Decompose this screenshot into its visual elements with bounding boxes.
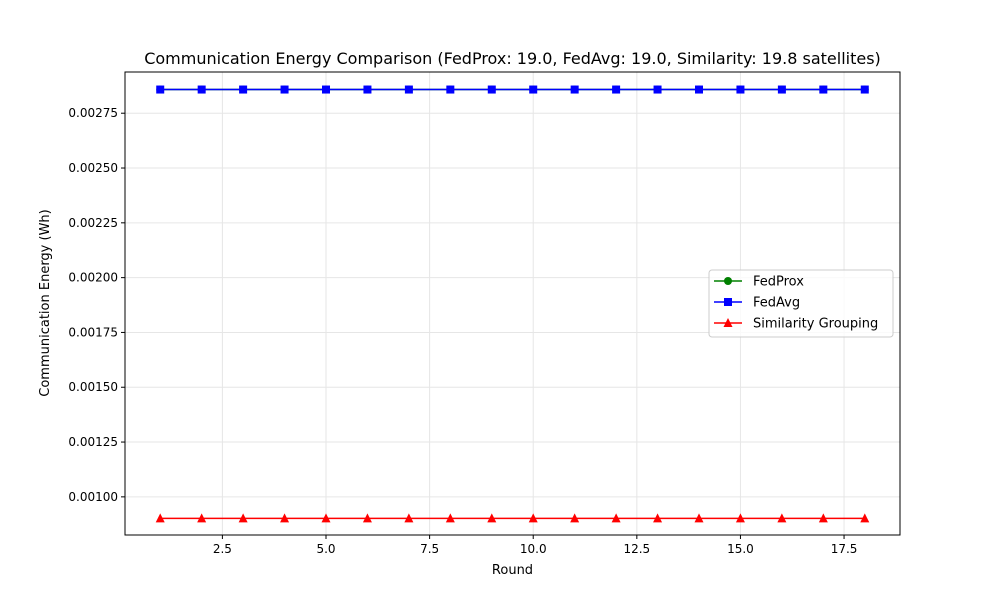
data-point-similarity-grouping bbox=[404, 513, 414, 523]
data-point-similarity-grouping bbox=[528, 513, 538, 523]
data-point-similarity-grouping bbox=[445, 513, 455, 523]
legend-label-fedavg: FedAvg bbox=[753, 296, 800, 311]
data-point-similarity-grouping bbox=[570, 513, 580, 523]
data-point-similarity-grouping bbox=[155, 513, 165, 523]
data-point-similarity-grouping bbox=[818, 513, 828, 523]
data-point-fedavg bbox=[694, 85, 703, 94]
x-tick-label: 5.0 bbox=[316, 542, 335, 556]
data-point-fedavg bbox=[446, 85, 455, 94]
series-group bbox=[155, 85, 870, 523]
data-point-similarity-grouping bbox=[362, 513, 372, 523]
y-tick-label: 0.00175 bbox=[68, 325, 118, 339]
legend-label-similarity-grouping: Similarity Grouping bbox=[753, 317, 878, 332]
data-point-similarity-grouping bbox=[777, 513, 787, 523]
series-fedavg bbox=[156, 85, 869, 94]
x-tick-label: 7.5 bbox=[420, 542, 439, 556]
plot-frame bbox=[124, 71, 901, 536]
x-tick-label: 10.0 bbox=[520, 542, 547, 556]
y-tick-label: 0.00125 bbox=[68, 435, 118, 449]
legend-marker-similarity-grouping bbox=[723, 318, 733, 327]
y-tick-label: 0.00150 bbox=[68, 380, 118, 394]
data-point-fedavg bbox=[197, 85, 206, 94]
data-point-fedavg bbox=[736, 85, 745, 94]
data-point-similarity-grouping bbox=[611, 513, 621, 523]
data-point-similarity-grouping bbox=[197, 513, 207, 523]
data-point-fedavg bbox=[404, 85, 413, 94]
y-tick-label: 0.00200 bbox=[68, 271, 118, 285]
data-point-fedavg bbox=[487, 85, 496, 94]
chart-title: Communication Energy Comparison (FedProx… bbox=[144, 49, 881, 68]
data-point-fedavg bbox=[322, 85, 331, 94]
y-tick-label: 0.00250 bbox=[68, 161, 118, 175]
data-point-similarity-grouping bbox=[860, 513, 870, 523]
y-tick-label: 0.00100 bbox=[68, 490, 118, 504]
data-point-similarity-grouping bbox=[321, 513, 331, 523]
data-point-similarity-grouping bbox=[653, 513, 663, 523]
data-point-fedavg bbox=[280, 85, 289, 94]
legend-marker-fedavg bbox=[724, 298, 732, 306]
data-point-fedavg bbox=[653, 85, 662, 94]
data-point-fedavg bbox=[363, 85, 372, 94]
y-axis-title: Communication Energy (Wh) bbox=[38, 209, 53, 396]
data-point-fedavg bbox=[529, 85, 538, 94]
legend-marker-fedprox bbox=[724, 277, 732, 285]
axis-ticks: 2.5 5.0 7.5 10.0 12.5 15.0 17.5 0.00100 0.00125 0… bbox=[68, 106, 857, 556]
x-tick-label: 2.5 bbox=[213, 542, 232, 556]
data-point-fedavg bbox=[570, 85, 579, 94]
series-similarity-grouping bbox=[155, 513, 870, 523]
legend-label-fedprox: FedProx bbox=[753, 275, 804, 290]
data-point-similarity-grouping bbox=[280, 513, 290, 523]
data-point-similarity-grouping bbox=[735, 513, 745, 523]
data-point-fedavg bbox=[860, 85, 869, 94]
data-point-fedavg bbox=[156, 85, 165, 94]
x-tick-label: 15.0 bbox=[727, 542, 754, 556]
x-tick-label: 17.5 bbox=[831, 542, 858, 556]
data-point-fedavg bbox=[239, 85, 248, 94]
data-point-fedavg bbox=[819, 85, 828, 94]
data-point-fedavg bbox=[612, 85, 621, 94]
y-tick-label: 0.00225 bbox=[68, 216, 118, 230]
data-point-similarity-grouping bbox=[694, 513, 704, 523]
data-point-similarity-grouping bbox=[238, 513, 248, 523]
data-point-fedavg bbox=[777, 85, 786, 94]
y-tick-label: 0.00275 bbox=[68, 106, 118, 120]
legend-box bbox=[708, 269, 894, 338]
legend: FedProx FedAvg Similarity Grouping bbox=[708, 269, 894, 338]
x-tick-label: 12.5 bbox=[623, 542, 650, 556]
data-point-similarity-grouping bbox=[487, 513, 497, 523]
x-axis-title: Round bbox=[492, 563, 533, 578]
